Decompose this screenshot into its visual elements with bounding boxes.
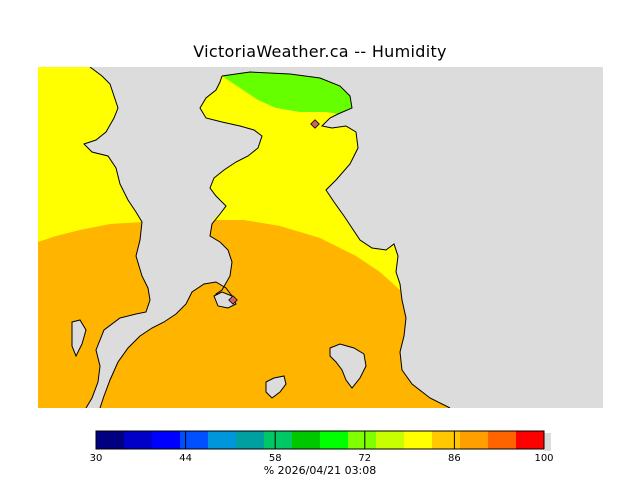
legend-band-13 — [460, 431, 489, 449]
legend-tick-label-3: 72 — [358, 453, 371, 464]
legend-footer: % 2026/04/21 03:08 — [263, 464, 377, 477]
legend-tick-label-0: 30 — [90, 453, 103, 464]
legend-band-7 — [292, 431, 321, 449]
legend-band-6 — [264, 431, 293, 449]
north-green-band — [222, 72, 352, 114]
legend-band-12 — [432, 431, 461, 449]
legend-tick-label-4: 86 — [448, 453, 461, 464]
legend-tick-label-1: 44 — [179, 453, 192, 464]
map-title: VictoriaWeather.ca -- Humidity — [193, 42, 447, 61]
east-water-region — [100, 72, 450, 408]
legend-band-10 — [376, 431, 405, 449]
west-coastline — [83, 67, 151, 408]
legend-band-3 — [180, 431, 209, 449]
legend-band-9 — [348, 431, 377, 449]
island-east — [329, 343, 367, 389]
island-south — [265, 375, 287, 399]
cove-water — [213, 291, 237, 309]
island-west — [71, 319, 87, 358]
west-yellow-band — [38, 67, 142, 242]
station-marker-north[interactable] — [310, 119, 320, 129]
legend-tick-label-2: 58 — [269, 453, 282, 464]
legend-band-8 — [320, 431, 349, 449]
legend-tick-label-5: 100 — [534, 453, 553, 464]
legend-band-4 — [208, 431, 237, 449]
legend-shadow — [544, 433, 551, 451]
legend-band-0 — [96, 431, 125, 449]
legend-band-14 — [488, 431, 517, 449]
legend-band-5 — [236, 431, 265, 449]
inner-coastline — [99, 75, 263, 408]
legend-band-11 — [404, 431, 433, 449]
legend-ticks: 30 44 58 72 86 100 — [90, 431, 554, 464]
east-coastline — [221, 71, 451, 408]
legend-band-2 — [152, 431, 181, 449]
legend-band-15 — [516, 431, 545, 449]
legend-band-1 — [124, 431, 153, 449]
legend-bands — [96, 431, 545, 449]
east-yellow-band — [200, 72, 402, 292]
station-marker-south[interactable] — [228, 295, 238, 305]
